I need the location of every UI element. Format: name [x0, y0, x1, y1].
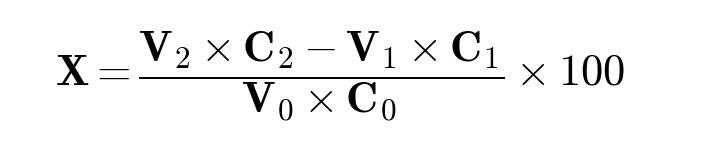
Text: $\mathbf{X} = \dfrac{\mathbf{V_2 \times C_2 - V_1 \times C_1}}{\mathbf{V_0 \time: $\mathbf{X} = \dfrac{\mathbf{V_2 \times … — [55, 29, 626, 123]
